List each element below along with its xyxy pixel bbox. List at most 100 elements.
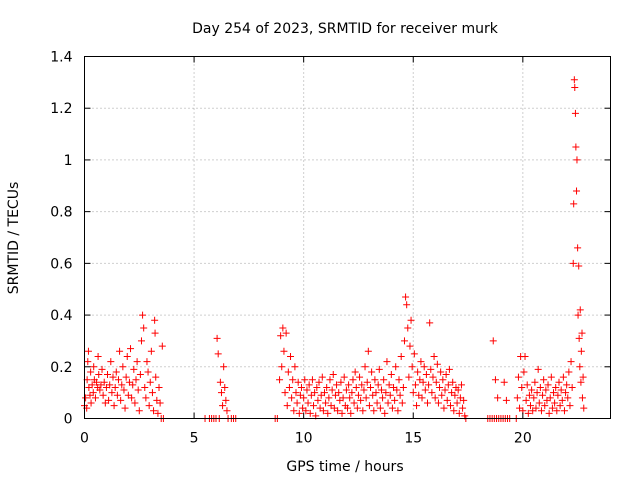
data-point xyxy=(532,404,540,412)
data-point xyxy=(405,373,413,381)
data-point xyxy=(502,396,510,404)
data-point xyxy=(397,352,405,360)
x-tick-label: 15 xyxy=(404,431,422,447)
data-point xyxy=(322,399,330,407)
data-point xyxy=(100,378,108,386)
data-point xyxy=(398,399,406,407)
data-point xyxy=(306,409,314,417)
data-point xyxy=(552,383,560,391)
data-point xyxy=(578,394,586,402)
data-point xyxy=(295,409,303,417)
x-tick-label: 5 xyxy=(190,431,199,447)
data-point xyxy=(338,409,346,417)
y-axis-label: SRMTID / TECUs xyxy=(6,182,22,295)
data-point xyxy=(530,394,538,402)
data-point xyxy=(574,244,582,252)
data-point xyxy=(87,399,95,407)
data-point xyxy=(152,373,160,381)
data-point xyxy=(287,352,295,360)
data-point xyxy=(323,383,331,391)
data-point xyxy=(129,381,137,389)
data-point xyxy=(547,373,555,381)
data-point xyxy=(394,407,402,415)
data-point xyxy=(314,396,322,404)
data-point xyxy=(432,378,440,386)
data-point xyxy=(447,402,455,410)
data-point xyxy=(544,381,552,389)
data-point xyxy=(568,383,576,391)
data-point xyxy=(422,371,430,379)
data-point xyxy=(88,381,96,389)
data-point xyxy=(320,389,328,397)
data-point xyxy=(491,376,499,384)
data-point xyxy=(460,396,468,404)
chart-title: Day 254 of 2023, SRMTID for receiver mur… xyxy=(192,21,499,37)
data-point xyxy=(105,396,113,404)
data-point xyxy=(354,391,362,399)
data-point xyxy=(222,396,230,404)
data-point xyxy=(434,399,442,407)
data-point xyxy=(455,409,463,417)
data-point xyxy=(489,337,497,345)
data-point xyxy=(419,378,427,386)
data-point xyxy=(363,378,371,386)
data-point xyxy=(142,394,150,402)
data-point xyxy=(140,324,148,332)
data-point xyxy=(573,156,581,164)
data-point xyxy=(554,391,562,399)
data-point xyxy=(570,76,578,84)
data-point xyxy=(528,386,536,394)
data-point xyxy=(98,365,106,373)
data-point xyxy=(575,262,583,270)
data-point xyxy=(349,376,357,384)
data-point xyxy=(324,409,332,417)
data-point xyxy=(356,373,364,381)
data-point xyxy=(340,373,348,381)
data-point xyxy=(513,394,521,402)
data-point xyxy=(557,386,565,394)
data-point xyxy=(407,316,415,324)
y-tick-label: 0.2 xyxy=(50,360,72,376)
data-point xyxy=(427,365,435,373)
data-point xyxy=(311,389,319,397)
data-point xyxy=(300,394,308,402)
data-point xyxy=(425,381,433,389)
data-point xyxy=(294,378,302,386)
data-point xyxy=(409,389,417,397)
y-tick-label: 0 xyxy=(64,412,73,428)
data-point xyxy=(107,358,115,366)
data-point xyxy=(87,368,95,376)
data-point xyxy=(374,381,382,389)
data-point xyxy=(565,368,573,376)
data-point xyxy=(276,376,284,384)
data-point xyxy=(135,407,143,415)
data-point xyxy=(111,383,119,391)
data-point xyxy=(426,319,434,327)
data-point xyxy=(123,352,131,360)
data-point xyxy=(376,404,384,412)
data-point xyxy=(84,347,92,355)
data-point xyxy=(403,301,411,309)
data-point xyxy=(381,409,389,417)
data-point xyxy=(158,342,166,350)
data-point xyxy=(392,363,400,371)
data-point xyxy=(558,396,566,404)
data-point xyxy=(110,402,118,410)
data-point xyxy=(297,383,305,391)
data-point xyxy=(521,352,529,360)
data-point xyxy=(400,337,408,345)
data-point xyxy=(121,404,129,412)
data-point xyxy=(346,394,354,402)
data-point xyxy=(291,363,299,371)
data-point xyxy=(213,334,221,342)
data-point xyxy=(334,407,342,415)
data-point xyxy=(318,373,326,381)
data-point xyxy=(104,371,112,379)
data-point xyxy=(451,391,459,399)
data-point xyxy=(559,373,567,381)
data-point xyxy=(541,402,549,410)
data-point xyxy=(350,399,358,407)
data-point xyxy=(443,396,451,404)
data-point xyxy=(534,365,542,373)
